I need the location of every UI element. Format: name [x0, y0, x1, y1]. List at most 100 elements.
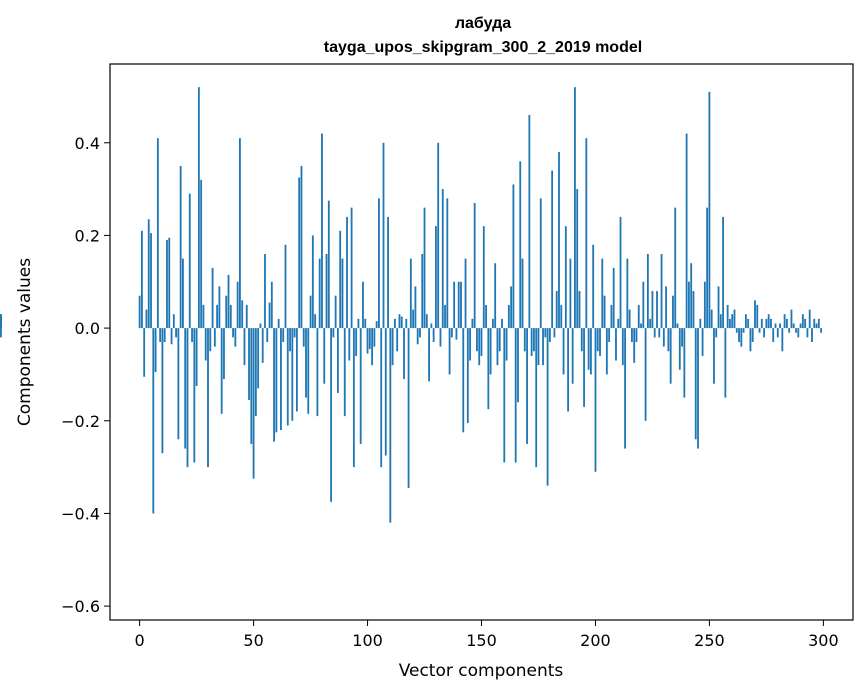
bar — [690, 263, 693, 329]
y-tick-label: −0.2 — [61, 412, 100, 431]
bar — [264, 253, 266, 329]
bar — [371, 328, 374, 366]
bar — [496, 328, 499, 366]
x-tick-label: 50 — [243, 631, 263, 650]
bar — [373, 328, 376, 347]
bar — [580, 328, 583, 352]
y-axis-ticks: −0.6 −0.4 −0.2 0.0 0.2 0.4 — [61, 134, 110, 616]
bar — [646, 253, 649, 329]
bar — [503, 328, 506, 463]
bar — [428, 328, 430, 382]
bar — [776, 328, 779, 338]
bar — [701, 328, 704, 356]
y-tick-label: 0.4 — [75, 134, 100, 153]
bar — [444, 304, 446, 329]
bar — [808, 309, 811, 329]
x-tick-label: 150 — [466, 631, 497, 650]
bar — [726, 304, 729, 329]
bar — [546, 328, 549, 486]
bar — [163, 328, 166, 342]
bar — [471, 318, 474, 329]
bar — [291, 328, 294, 421]
bar — [197, 87, 200, 329]
bar — [414, 286, 417, 329]
bar — [687, 281, 690, 329]
bar — [298, 177, 301, 329]
bar — [482, 226, 485, 329]
bar — [498, 328, 501, 352]
bar — [719, 314, 722, 329]
bar — [204, 328, 207, 361]
bar — [412, 309, 415, 329]
bar — [161, 328, 164, 454]
bar — [610, 304, 613, 329]
bar — [159, 328, 162, 342]
bar — [799, 323, 802, 329]
bar — [628, 309, 631, 329]
bar — [674, 207, 677, 329]
bar — [660, 253, 663, 329]
bar — [366, 328, 369, 354]
bar — [175, 328, 177, 338]
bar — [528, 114, 531, 329]
bar — [375, 321, 378, 329]
bar — [407, 328, 410, 488]
bar — [453, 281, 456, 329]
y-tick-label: −0.4 — [61, 504, 100, 523]
bar — [517, 328, 519, 403]
bar — [779, 323, 781, 329]
bar — [289, 328, 291, 352]
bar — [145, 309, 148, 329]
bar — [710, 309, 713, 329]
bar — [348, 328, 351, 361]
bar — [724, 328, 727, 398]
bar — [223, 328, 225, 380]
bar — [715, 328, 718, 338]
bar — [747, 318, 750, 329]
x-tick-label: 100 — [352, 631, 383, 650]
bar — [213, 328, 216, 347]
bar — [731, 314, 734, 329]
bar — [321, 133, 323, 329]
bar — [676, 323, 679, 329]
bar — [505, 328, 508, 361]
bar — [339, 230, 342, 329]
bar — [403, 328, 405, 380]
bar — [239, 138, 241, 329]
bar — [362, 281, 364, 329]
bar — [553, 328, 556, 338]
bar — [352, 328, 355, 468]
bar — [619, 216, 622, 329]
bar — [293, 328, 296, 338]
bar — [457, 281, 460, 329]
bar — [150, 233, 152, 329]
bar — [200, 179, 203, 329]
bar — [478, 328, 481, 366]
bar — [592, 244, 595, 329]
bar — [314, 314, 317, 329]
bar — [357, 318, 360, 329]
bar — [439, 328, 442, 347]
bar — [681, 328, 683, 347]
bar-series — [0, 87, 822, 523]
bar — [817, 318, 820, 329]
bar — [286, 328, 289, 426]
bar — [359, 328, 362, 444]
bar — [542, 328, 544, 366]
bar — [350, 207, 353, 329]
bar — [462, 328, 465, 433]
bar — [621, 328, 624, 366]
bar — [626, 258, 629, 329]
bar — [195, 328, 198, 387]
bar — [667, 328, 670, 352]
bar — [284, 244, 287, 329]
bar — [596, 328, 599, 352]
bar — [152, 328, 155, 514]
bar — [225, 295, 228, 329]
bar — [261, 328, 264, 363]
bar — [555, 291, 558, 329]
bar — [432, 328, 435, 342]
bar — [330, 328, 332, 502]
bar — [637, 304, 640, 329]
bar — [232, 328, 234, 338]
